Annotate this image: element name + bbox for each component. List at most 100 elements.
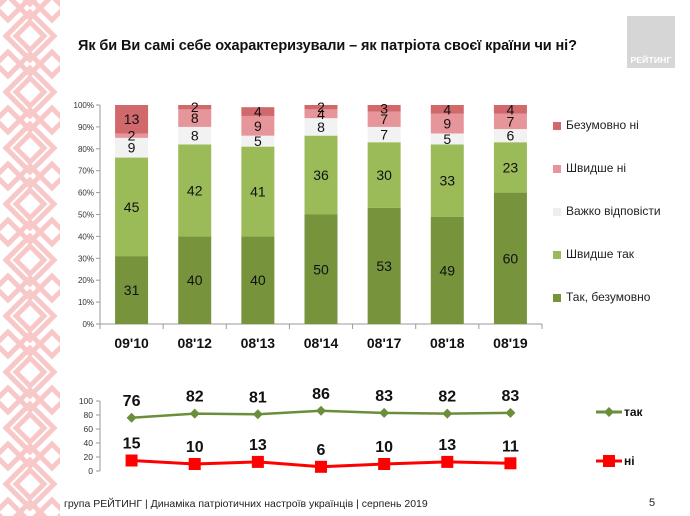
bar-data-label: 50 [313, 261, 329, 277]
line-y-tick-label: 0 [88, 466, 93, 476]
bar-data-label: 4 [254, 104, 262, 120]
line-point-line_tak [505, 407, 516, 418]
line-point-line_tak [316, 405, 326, 416]
bar-data-label: 2 [128, 128, 136, 144]
line-point-line_tak [252, 409, 263, 420]
bar-data-label: 4 [507, 101, 515, 117]
y-tick-label: 100% [74, 101, 94, 110]
bar-segment-bezumovno_ni [178, 105, 212, 110]
line-data-label: 82 [438, 389, 456, 406]
page-number: 5 [649, 497, 656, 509]
bar-segment-bezumovno_ni [304, 105, 338, 110]
bar-segment-shvydshe_tak [430, 144, 464, 217]
bar-data-label: 30 [376, 167, 392, 183]
ornament-diamond [36, 104, 60, 136]
ornament-diamond [16, 106, 44, 134]
line-point-line_ni [378, 458, 391, 470]
line-y-tick-label: 80 [84, 410, 94, 420]
ornament-diamond [12, 130, 48, 166]
line-legend-tak-label: так [624, 405, 643, 419]
bar-segment-vazhko [493, 129, 527, 143]
logo-text: РЕЙТИНГ [630, 55, 672, 65]
ornament-diamond [0, 328, 24, 360]
line-data-label: 6 [317, 442, 326, 459]
x-tick-label: 08'19 [493, 335, 528, 351]
line-series-line_ni [131, 459, 511, 469]
ornament-diamond [12, 186, 48, 222]
line-legend-ni: ні [596, 454, 635, 468]
bar-data-label: 42 [187, 182, 203, 198]
ornament-diamond [0, 440, 24, 472]
bar-segment-shvydshe_ni [367, 111, 401, 127]
legend-label: Так, безумовно [566, 290, 651, 304]
bar-segment-shvydshe_ni [430, 113, 464, 134]
ornament-diamond [16, 50, 44, 78]
line-point-line_ni [188, 458, 201, 470]
y-tick-label: 90% [78, 123, 94, 132]
y-tick-label: 30% [78, 254, 94, 263]
line-point-line_tak [442, 408, 453, 419]
bar-segment-tak_bezumovno [115, 256, 149, 324]
ornament-diamond [0, 216, 24, 248]
bar-data-label: 8 [191, 110, 199, 126]
bar-segment-shvydshe_ni [178, 109, 212, 127]
ornament-diamond [12, 18, 48, 54]
stacked-bar-chart: 0%10%20%30%40%50%60%70%80%90%100%3145921… [74, 99, 543, 351]
x-tick-label: 08'12 [177, 335, 212, 351]
bar-segment-tak_bezumovno [367, 207, 401, 324]
line-data-label: 82 [186, 389, 204, 406]
bar-segment-bezumovno_ni [115, 105, 149, 134]
ornament-diamond [0, 496, 24, 516]
bar-data-label: 8 [317, 119, 325, 135]
y-tick-label: 0% [82, 320, 94, 329]
bar-data-label: 9 [254, 118, 262, 134]
line-point-line_ni [251, 455, 264, 468]
x-tick-label: 08'18 [430, 335, 465, 351]
line-data-label: 81 [249, 389, 267, 406]
legend-swatch [553, 294, 561, 302]
line-data-label: 76 [123, 393, 141, 410]
line-data-label: 86 [312, 386, 330, 403]
ornament-diamond [0, 272, 24, 304]
line-data-label: 83 [375, 388, 393, 405]
decorative-ornament-border [0, 0, 60, 516]
x-tick-label: 08'13 [241, 335, 276, 351]
bar-segment-bezumovno_ni [241, 107, 275, 116]
ornament-diamond [16, 274, 44, 302]
ornament-diamond [2, 400, 58, 456]
legend-item-shvydshe_ni: Швидше ні [553, 161, 661, 204]
ornament-diamond [0, 104, 24, 136]
line-point-line_ni [504, 457, 517, 470]
y-tick-label: 60% [78, 189, 94, 198]
ornament-diamond [12, 74, 48, 110]
bar-segment-shvydshe_tak [304, 135, 338, 215]
bar-segment-shvydshe_ni [241, 115, 275, 136]
ornament-diamond [0, 384, 24, 416]
bar-data-label: 40 [187, 272, 203, 288]
ornament-diamond [2, 456, 58, 512]
line-data-label: 83 [502, 388, 520, 405]
ornament-diamond [0, 0, 24, 24]
line-y-tick-label: 60 [84, 424, 94, 434]
ornament-diamond [36, 496, 60, 516]
line-series-line_tak [131, 409, 511, 420]
bar-segment-shvydshe_tak [115, 157, 149, 257]
ornament-diamond [12, 466, 48, 502]
bar-segment-tak_bezumovno [241, 236, 275, 324]
ornament-diamond [16, 498, 44, 516]
ornament-diamond [36, 440, 60, 472]
legend-label: Безумовно ні [566, 118, 639, 132]
line-point-line_tak [379, 407, 390, 418]
line-data-label: 10 [375, 439, 393, 456]
line-data-label: 10 [186, 439, 204, 456]
ornament-diamond [36, 160, 60, 192]
legend-swatch [553, 251, 561, 259]
bar-segment-bezumovno_ni [493, 105, 527, 114]
bar-segment-bezumovno_ni [367, 105, 401, 112]
bar-data-label: 4 [443, 101, 451, 117]
y-tick-label: 10% [78, 298, 94, 307]
bar-data-label: 9 [128, 140, 136, 156]
diamond-marker-icon [596, 407, 622, 417]
square-marker-icon [596, 455, 622, 467]
ornament-diamond [36, 0, 60, 24]
